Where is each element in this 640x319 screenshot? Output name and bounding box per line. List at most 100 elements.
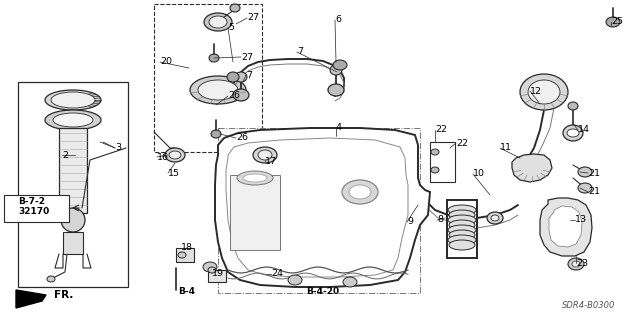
Ellipse shape: [448, 215, 476, 225]
Text: FR.: FR.: [54, 290, 74, 300]
Ellipse shape: [53, 113, 93, 127]
Ellipse shape: [198, 80, 238, 100]
Ellipse shape: [45, 90, 101, 110]
Text: 32170: 32170: [18, 207, 49, 217]
Bar: [208, 270, 226, 282]
Bar: [430, 142, 455, 182]
Ellipse shape: [243, 174, 267, 182]
Ellipse shape: [606, 17, 620, 27]
Bar: [59, 128, 87, 213]
Ellipse shape: [448, 235, 476, 245]
Ellipse shape: [578, 183, 592, 193]
Text: 24: 24: [271, 270, 283, 278]
Text: SDR4-B0300: SDR4-B0300: [562, 301, 616, 310]
Text: 23: 23: [576, 258, 588, 268]
Ellipse shape: [165, 148, 185, 162]
Ellipse shape: [568, 102, 578, 110]
Bar: [63, 232, 83, 254]
Ellipse shape: [333, 60, 347, 70]
Ellipse shape: [431, 167, 439, 173]
Ellipse shape: [237, 171, 273, 185]
Ellipse shape: [343, 277, 357, 287]
Bar: [218, 128, 420, 293]
Text: 21: 21: [588, 188, 600, 197]
Ellipse shape: [449, 220, 475, 230]
Polygon shape: [512, 154, 552, 182]
Text: 5: 5: [228, 24, 234, 33]
Ellipse shape: [567, 129, 579, 137]
Ellipse shape: [563, 125, 583, 141]
Text: 27: 27: [247, 13, 259, 23]
Bar: [18, 82, 128, 287]
Text: 13: 13: [575, 216, 587, 225]
Polygon shape: [226, 138, 408, 277]
Text: 11: 11: [500, 144, 512, 152]
Ellipse shape: [178, 252, 186, 258]
Ellipse shape: [227, 72, 239, 82]
Text: 12: 12: [530, 86, 542, 95]
Ellipse shape: [328, 84, 344, 96]
Ellipse shape: [528, 80, 560, 104]
Text: 17: 17: [265, 158, 277, 167]
Text: 26: 26: [236, 133, 248, 143]
Ellipse shape: [520, 74, 568, 110]
Text: 18: 18: [181, 243, 193, 253]
Text: 15: 15: [168, 168, 180, 177]
Ellipse shape: [349, 185, 371, 199]
Polygon shape: [16, 290, 46, 308]
Text: 22: 22: [456, 138, 468, 147]
Ellipse shape: [190, 76, 246, 104]
Ellipse shape: [204, 13, 232, 31]
Polygon shape: [549, 206, 582, 247]
Ellipse shape: [233, 89, 249, 101]
Ellipse shape: [235, 72, 247, 82]
Polygon shape: [540, 198, 592, 256]
Ellipse shape: [51, 92, 95, 108]
Text: 20: 20: [160, 57, 172, 66]
Text: 9: 9: [407, 218, 413, 226]
Ellipse shape: [209, 54, 219, 62]
Ellipse shape: [330, 65, 342, 75]
Ellipse shape: [288, 275, 302, 285]
Ellipse shape: [448, 205, 476, 215]
Ellipse shape: [45, 110, 101, 130]
Text: 16: 16: [157, 152, 169, 161]
Text: B-4-20: B-4-20: [306, 287, 339, 296]
Text: 19: 19: [212, 270, 224, 278]
Ellipse shape: [487, 212, 503, 224]
Ellipse shape: [253, 147, 277, 163]
Text: 2: 2: [62, 151, 68, 160]
Bar: [447, 200, 477, 258]
Ellipse shape: [258, 150, 272, 160]
Text: 6: 6: [335, 16, 341, 25]
Text: 25: 25: [611, 18, 623, 26]
Ellipse shape: [491, 215, 499, 221]
Ellipse shape: [209, 16, 227, 28]
Text: 7: 7: [246, 70, 252, 79]
Ellipse shape: [47, 276, 55, 282]
Ellipse shape: [448, 225, 476, 235]
Text: 26: 26: [228, 92, 240, 100]
Text: 27: 27: [241, 53, 253, 62]
Ellipse shape: [568, 258, 584, 270]
Ellipse shape: [169, 151, 181, 159]
Text: 14: 14: [578, 125, 590, 135]
Text: 3: 3: [115, 144, 121, 152]
Ellipse shape: [449, 210, 475, 220]
Text: 22: 22: [435, 125, 447, 135]
Ellipse shape: [230, 4, 240, 12]
Ellipse shape: [342, 180, 378, 204]
Ellipse shape: [449, 230, 475, 240]
Bar: [176, 248, 194, 262]
Text: 21: 21: [588, 168, 600, 177]
Polygon shape: [215, 128, 430, 287]
Ellipse shape: [203, 262, 217, 272]
Bar: [154, 4, 262, 152]
Ellipse shape: [61, 208, 85, 232]
Ellipse shape: [449, 240, 475, 250]
Ellipse shape: [431, 149, 439, 155]
Bar: [230, 175, 280, 250]
Text: 7: 7: [297, 48, 303, 56]
Ellipse shape: [211, 130, 221, 138]
Text: B-4: B-4: [178, 287, 195, 296]
